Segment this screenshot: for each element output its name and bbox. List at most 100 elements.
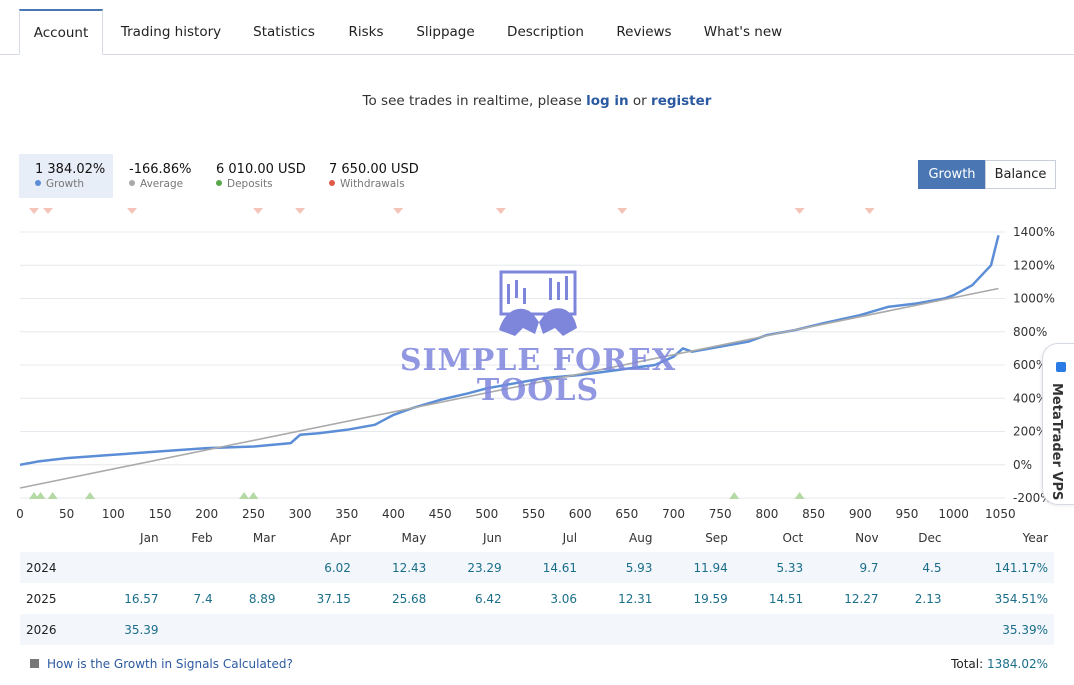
- withdrawal-marker: [617, 208, 628, 214]
- vps-logo-icon: [1056, 362, 1066, 372]
- x-tick-label: 500: [475, 507, 498, 521]
- growth-calc-link-text[interactable]: How is the Growth in Signals Calculated?: [47, 657, 293, 671]
- month-cell: [583, 614, 659, 645]
- tab-risks[interactable]: Risks: [348, 24, 384, 40]
- growth-toggle-button[interactable]: Growth: [918, 160, 986, 189]
- vps-label[interactable]: MetaTrader VPS: [1049, 383, 1064, 501]
- header-cell: Jul: [562, 531, 578, 545]
- y-tick-label: 800%: [1013, 325, 1047, 339]
- document-icon: [30, 659, 39, 668]
- withdrawal-marker: [794, 208, 805, 214]
- total-label: Total:: [951, 657, 984, 671]
- y-tick-label: 400%: [1013, 391, 1047, 405]
- deposit-marker: [29, 492, 40, 499]
- y-tick-label: 0%: [1013, 458, 1032, 472]
- month-cell: 14.61: [507, 552, 584, 583]
- header-cell: [20, 524, 89, 552]
- year-cell: 2024: [20, 552, 90, 583]
- legend-average[interactable]: -166.86% Average: [113, 154, 201, 198]
- deposit-marker: [794, 492, 805, 499]
- growth-calc-link[interactable]: How is the Growth in Signals Calculated?: [30, 657, 293, 671]
- tab-whats-new[interactable]: What's new: [703, 24, 783, 40]
- total-summary: Total: 1384.02%: [951, 657, 1048, 671]
- x-tick-label: 250: [242, 507, 265, 521]
- table-row: 2026 35.39 35.39%: [20, 614, 1054, 645]
- x-tick-label: 750: [709, 507, 732, 521]
- month-cell: [356, 614, 433, 645]
- month-cell: 12.43: [356, 552, 433, 583]
- month-cell: [658, 614, 734, 645]
- tab-description[interactable]: Description: [507, 24, 584, 40]
- header-cell: Jan: [140, 531, 159, 545]
- month-cell: 9.7: [809, 552, 885, 583]
- month-cell: 7.4: [193, 591, 213, 606]
- year-cell: 2025: [26, 591, 57, 606]
- growth-chart: 1400% 1200% 1000% 800% 600% 400% 200% 0% -200% 0 5…: [16, 208, 1055, 521]
- withdrawal-marker: [495, 208, 506, 214]
- y-tick-label: 1200%: [1013, 258, 1055, 272]
- legend-deposits[interactable]: 6 010.00 USD Deposits: [201, 154, 311, 198]
- x-tick-label: 200: [195, 507, 218, 521]
- header-cell: Nov: [855, 531, 879, 545]
- month-cell: [89, 552, 165, 583]
- x-tick-label: 600: [569, 507, 592, 521]
- month-cell: 19.59: [693, 591, 728, 606]
- register-link[interactable]: register: [651, 93, 712, 109]
- month-cell: [884, 614, 948, 645]
- legend-growth[interactable]: 1 384.02% Growth: [19, 154, 113, 198]
- month-cell: [281, 614, 357, 645]
- header-cell: Dec: [918, 531, 942, 545]
- withdrawal-marker: [29, 208, 40, 214]
- x-tick-label: 900: [849, 507, 872, 521]
- growth-series-line: [19, 234, 1000, 467]
- x-tick-label: 50: [59, 507, 74, 521]
- withdrawal-marker: [393, 208, 404, 214]
- deposit-marker: [729, 492, 740, 499]
- month-cell: 16.57: [124, 591, 159, 606]
- x-tick-label: 400: [382, 507, 405, 521]
- month-cell: [432, 614, 508, 645]
- withdrawal-marker: [253, 208, 264, 214]
- x-tick-label: 700: [662, 507, 685, 521]
- tab-slippage[interactable]: Slippage: [416, 24, 475, 40]
- y-tick-label: 1000%: [1013, 292, 1055, 306]
- growth-dot-icon: [35, 180, 41, 186]
- month-cell: [164, 614, 219, 645]
- legend-withdrawals[interactable]: 7 650.00 USD Withdrawals: [315, 154, 425, 198]
- realtime-notice: To see trades in realtime, please log in…: [0, 93, 1074, 109]
- login-link[interactable]: log in: [586, 93, 629, 109]
- notice-text: To see trades in realtime, please: [362, 93, 582, 109]
- x-tick-label: 350: [335, 507, 358, 521]
- deposit-marker: [47, 492, 58, 499]
- month-cell: 35.39: [89, 614, 165, 645]
- header-cell: Feb: [191, 531, 213, 545]
- x-tick-label: 1000: [938, 507, 969, 521]
- tab-account[interactable]: Account: [19, 9, 103, 55]
- x-tick-label: 800: [755, 507, 778, 521]
- header-cell: Aug: [629, 531, 653, 545]
- month-cell: 11.94: [658, 552, 734, 583]
- month-cell: 37.15: [316, 591, 351, 606]
- tab-statistics[interactable]: Statistics: [253, 24, 315, 40]
- withdrawals-dot-icon: [329, 180, 335, 186]
- deposit-marker: [239, 492, 250, 499]
- month-cell: [218, 614, 282, 645]
- month-cell: 5.33: [733, 552, 810, 583]
- deposit-marker: [248, 492, 259, 499]
- balance-toggle-button[interactable]: Balance: [985, 160, 1056, 189]
- simple-forex-tools-watermark: SIMPLE FOREX TOOLS: [398, 270, 678, 406]
- month-cell: 23.29: [432, 552, 508, 583]
- month-cell: 5.93: [583, 552, 659, 583]
- legend-average-label: Average: [140, 178, 184, 190]
- average-dot-icon: [129, 180, 135, 186]
- tab-trading-history[interactable]: Trading history: [120, 24, 222, 40]
- tab-reviews[interactable]: Reviews: [616, 24, 672, 40]
- deposit-marker: [35, 492, 46, 499]
- header-cell: Year: [1022, 531, 1048, 545]
- header-cell: Apr: [330, 531, 351, 545]
- month-cell: [218, 552, 282, 583]
- year-cell: 2026: [20, 614, 90, 645]
- month-cell: 3.06: [550, 591, 578, 606]
- year-total-cell: 35.39%: [947, 614, 1054, 645]
- month-cell: 6.42: [474, 591, 502, 606]
